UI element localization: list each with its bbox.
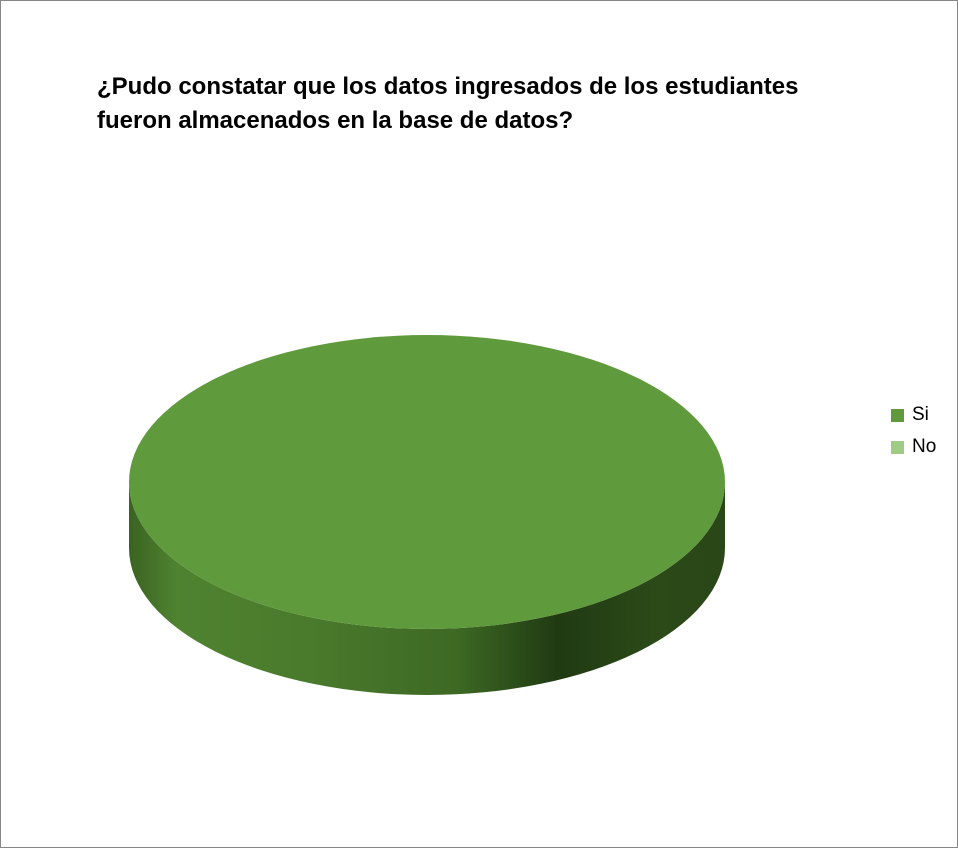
legend-item-si: Si [891,399,936,431]
pie-slice-si [129,335,725,629]
legend-label-si: Si [912,404,929,425]
legend-swatch-si [891,408,904,422]
legend-item-no: No [891,431,936,463]
legend: Si No [891,399,936,463]
legend-label-no: No [912,436,937,457]
pie-slice-side-si [129,482,725,695]
legend-swatch-no [891,440,904,454]
chart-title: ¿Pudo constatar que los datos ingresados… [97,73,799,134]
